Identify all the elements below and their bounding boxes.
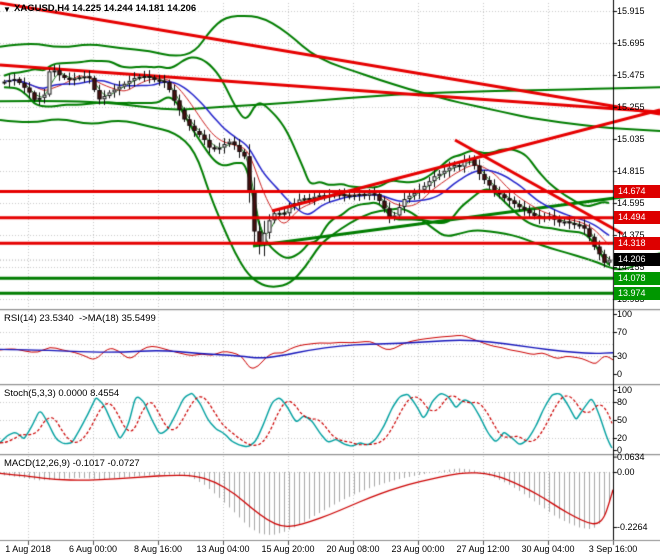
price-axis-label: 15.695	[617, 37, 645, 48]
chart-marker-icon[interactable]: ▼	[3, 5, 11, 14]
rsi-axis-label: 30	[617, 351, 628, 361]
time-axis-label: 1 Aug 2018	[5, 544, 51, 554]
time-axis-label: 8 Aug 16:00	[133, 544, 183, 554]
time-axis-label: 6 Aug 00:00	[68, 544, 118, 554]
stoch-axis-label: 80	[617, 397, 628, 407]
price-axis-label: 14.375	[617, 229, 645, 240]
time-axis-label: 3 Sep 16:00	[588, 544, 638, 554]
price-axis-label: 14.595	[617, 197, 645, 208]
time-axis-label: 20 Aug 08:00	[326, 544, 380, 554]
time-axis-label: 23 Aug 00:00	[391, 544, 445, 554]
rsi-axis-label: 100	[617, 309, 633, 319]
time-axis-label: 15 Aug 20:00	[261, 544, 315, 554]
price-level-badge-current-price: 14.206	[614, 253, 660, 267]
stoch-axis-label: 20	[617, 433, 628, 443]
rsi-axis-label: 0	[617, 369, 623, 379]
time-axis-label: 27 Aug 12:00	[456, 544, 510, 554]
macd-axis-label: 0.00	[617, 467, 635, 477]
price-level-badge-support: 13.974	[614, 286, 660, 300]
rsi-panel-title: RSI(14) 23.5340 ->MA(18) 35.5499	[4, 313, 156, 324]
stoch-axis-label: 100	[617, 385, 633, 395]
macd-axis-label: 0.0634	[617, 451, 645, 462]
price-axis-label: 15.915	[617, 6, 645, 16]
price-level-badge-resistance: 14.494	[614, 211, 660, 225]
price-axis-label: 14.155	[617, 261, 645, 272]
stoch-axis-label: 50	[617, 415, 628, 425]
rsi-axis-label: 70	[617, 327, 628, 337]
macd-panel-title: MACD(12,26,9) -0.1017 -0.0727	[4, 458, 140, 469]
price-level-badge-resistance: 14.674	[614, 185, 660, 198]
stoch-panel-title: Stoch(5,3,3) 0.0000 8.4554	[4, 388, 120, 399]
price-axis-label: 15.255	[617, 101, 645, 112]
time-axis-label: 13 Aug 04:00	[196, 544, 250, 554]
price-axis-label: 14.815	[617, 165, 645, 176]
symbol-ohlc-header: XAGUSD,H4 14.225 14.244 14.181 14.206	[14, 3, 197, 14]
price-level-badge-resistance: 14.318	[614, 236, 660, 250]
price-axis-label: 15.035	[617, 133, 645, 144]
stoch-axis-label: 0	[617, 445, 623, 455]
time-axis-label: 30 Aug 04:00	[521, 544, 575, 554]
price-axis-label: 15.475	[617, 69, 645, 80]
macd-axis-label: -0.2264	[617, 522, 648, 532]
price-level-badge-support: 14.078	[614, 271, 660, 285]
